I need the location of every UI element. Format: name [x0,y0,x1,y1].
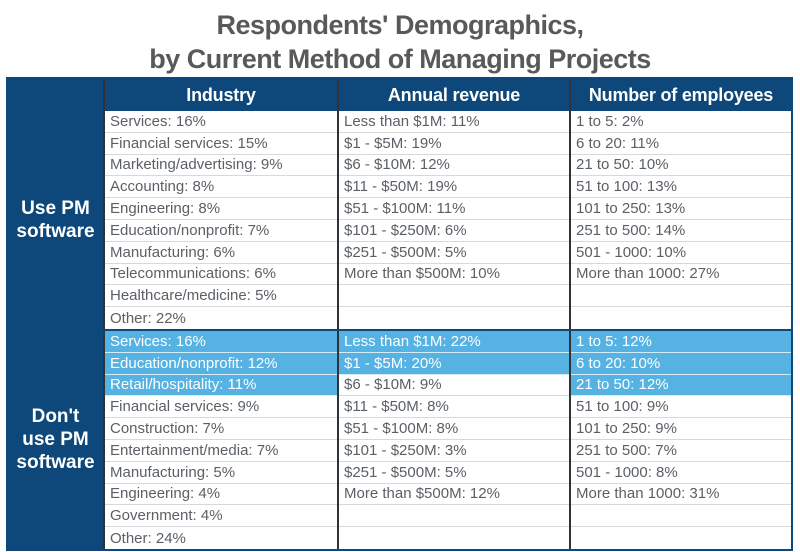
table-header-row: Industry Annual revenue Number of employ… [8,79,791,111]
use-pm-annual-revenue-column: Less than $1M: 11% $1 - $5M: 19% $6 - $10M… [337,111,569,329]
table-cell: More than 1000: 31% [571,484,791,506]
table-cell: $251 - $500M: 5% [339,462,569,484]
table-cell: Financial services: 15% [105,133,337,155]
table-cell: Education/nonprofit: 7% [105,220,337,242]
row-group-label-use-pm-software: Use PM software [8,111,103,329]
table-cell-empty [339,285,569,308]
table-cell: 251 to 500: 7% [571,440,791,462]
table-cell-empty [571,505,791,528]
table-cell: 501 - 1000: 10% [571,242,791,264]
table-cell: $6 - $10M: 12% [339,155,569,177]
table-cell: Entertainment/media: 7% [105,440,337,462]
table-cell: Education/nonprofit: 12% [105,352,337,375]
table-cell: $11 - $50M: 8% [339,396,569,419]
table-cell: Manufacturing: 5% [105,462,337,484]
table-cell: Engineering: 8% [105,198,337,220]
table-cell-empty [339,505,569,528]
table-cell-empty [571,307,791,329]
table-cell: $1 - $5M: 20% [339,352,569,375]
table-cell: Accounting: 8% [105,176,337,199]
demographics-table: Industry Annual revenue Number of employ… [6,77,793,551]
table-cell: Engineering: 4% [105,484,337,506]
table-cell: Financial services: 9% [105,396,337,419]
table-cell: $11 - $50M: 19% [339,176,569,199]
table-cell: 6 to 20: 11% [571,133,791,155]
use-pm-employees-column: 1 to 5: 2% 6 to 20: 11% 21 to 50: 10% 51 to… [569,111,791,329]
table-cell: 21 to 50: 10% [571,155,791,177]
table-cell: More than 1000: 27% [571,264,791,286]
table-cell: Healthcare/medicine: 5% [105,285,337,308]
section-dont-use-pm-software: Don't use PM software Services: 16% Educa… [8,328,791,549]
table-cell: $101 - $250M: 6% [339,220,569,242]
table-cell: Services: 16% [105,111,337,133]
section-use-pm-software: Use PM software Services: 16% Financial s… [8,111,791,329]
table-cell: $1 - $5M: 19% [339,133,569,155]
table-cell: Less than $1M: 22% [339,330,569,353]
table-cell: $51 - $100M: 8% [339,418,569,440]
title-line-1: Respondents' Demographics, [216,10,585,40]
table-cell: 51 to 100: 9% [571,396,791,419]
table-cell: $251 - $500M: 5% [339,242,569,264]
table-cell: Marketing/advertising: 9% [105,155,337,177]
table-cell: Construction: 7% [105,418,337,440]
table-cell: Less than $1M: 11% [339,111,569,133]
column-header-number-of-employees: Number of employees [569,79,791,111]
table-cell: More than $500M: 10% [339,264,569,286]
table-cell: 51 to 100: 13% [571,176,791,199]
dont-use-employees-column: 1 to 5: 12% 6 to 20: 10% 21 to 50: 12% 51 t… [569,330,791,549]
table-cell: Other: 24% [110,529,186,547]
table-cell: Other: 22% [110,309,186,327]
table-cell: 1 to 5: 12% [571,330,791,353]
table-cell: Services: 16% [105,330,337,353]
table-cell-empty [339,307,569,329]
column-header-annual-revenue: Annual revenue [337,79,569,111]
table-cell-empty [571,527,791,549]
table-cell: Manufacturing: 6% [105,242,337,264]
dont-use-industry-column: Services: 16% Education/nonprofit: 12% Ret… [103,330,337,549]
table-cell: $101 - $250M: 3% [339,440,569,462]
use-pm-industry-column: Services: 16% Financial services: 15% Mark… [103,111,337,329]
table-cell: $51 - $100M: 11% [339,198,569,220]
header-corner-cell [8,79,103,111]
table-cell-empty [339,527,569,549]
table-cell: 101 to 250: 9% [571,418,791,440]
table-cell: 501 - 1000: 8% [571,462,791,484]
table-cell: 251 to 500: 14% [571,220,791,242]
dont-use-annual-revenue-column: Less than $1M: 22% $1 - $5M: 20% $6 - $10M… [337,330,569,549]
table-cell: 101 to 250: 13% [571,198,791,220]
row-group-label-dont-use-pm-software: Don't use PM software [8,330,103,549]
table-cell: Telecommunications: 6% [105,264,337,286]
table-cell: 21 to 50: 12% [571,374,791,397]
column-header-industry: Industry [103,79,337,111]
table-cell: Retail/hospitality: 11% [105,374,337,397]
table-cell: 6 to 20: 10% [571,352,791,375]
table-cell: Government: 4% [105,505,337,528]
page-title: Respondents' Demographics, by Current Me… [0,0,800,76]
title-line-2: by Current Method of Managing Projects [149,44,651,74]
table-cell-empty [571,285,791,308]
table-cell: 1 to 5: 2% [571,111,791,133]
table-cell: More than $500M: 12% [339,484,569,506]
table-cell: $6 - $10M: 9% [339,375,569,397]
